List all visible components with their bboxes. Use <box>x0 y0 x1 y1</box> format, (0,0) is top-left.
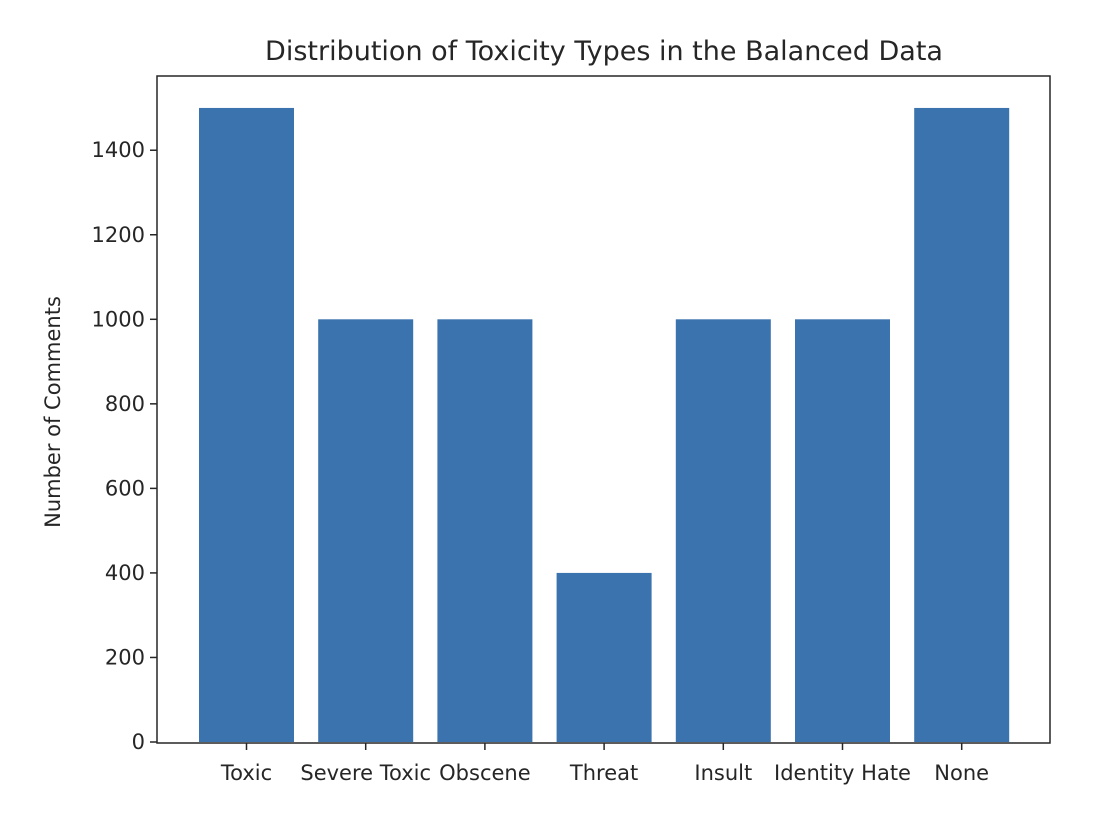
bars-group <box>199 107 1010 742</box>
x-tick-label: Threat <box>569 761 638 785</box>
y-tick-label: 800 <box>105 392 145 416</box>
bar-toxic <box>199 107 294 742</box>
bar-none <box>914 107 1010 742</box>
plot-frame <box>156 75 1051 744</box>
y-axis-label: Number of Comments <box>41 296 65 528</box>
chart-title: Distribution of Toxicity Types in the Ba… <box>265 36 943 67</box>
x-tick-label: Insult <box>694 761 752 785</box>
bar-identity-hate <box>795 319 890 742</box>
y-axis-ticks: 0 200 400 600 800 1000 1200 1400 <box>92 138 157 754</box>
y-tick-label: 1400 <box>92 138 145 162</box>
y-tick-label: 1000 <box>92 307 145 331</box>
y-tick-label: 1200 <box>92 223 145 247</box>
x-tick-label: Identity Hate <box>774 761 911 785</box>
bar-insult <box>675 319 771 742</box>
y-tick-label: 0 <box>132 730 145 754</box>
x-tick-label: Obscene <box>439 761 531 785</box>
y-tick-label: 400 <box>105 561 145 585</box>
bar-threat <box>556 572 652 742</box>
x-tick-label: None <box>934 761 989 785</box>
bar-severe-toxic <box>318 319 414 742</box>
y-tick-label: 200 <box>105 645 145 669</box>
x-axis-ticks: Toxic Severe Toxic Obscene Threat Insult Iden… <box>220 743 989 785</box>
x-tick-label: Severe Toxic <box>300 761 431 785</box>
bar-obscene <box>437 319 533 742</box>
x-tick-label: Toxic <box>220 761 272 785</box>
y-tick-label: 600 <box>105 476 145 500</box>
